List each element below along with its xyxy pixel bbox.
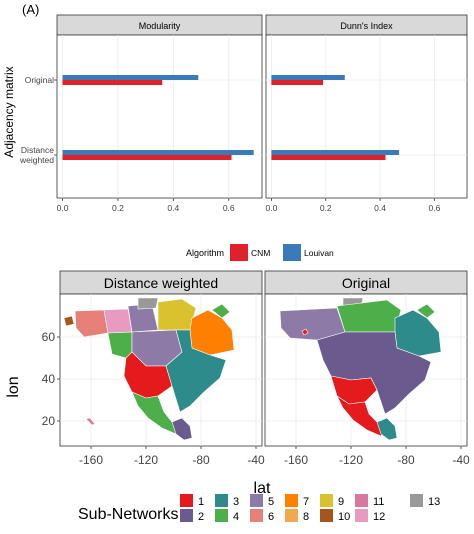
panel-label: (A)	[22, 2, 39, 17]
map-legend-swatch	[215, 509, 228, 522]
bar	[271, 75, 345, 80]
map-legend-swatch	[215, 494, 228, 507]
map-legend-label: 10	[338, 511, 350, 523]
x-tick-label: -120	[339, 453, 363, 467]
map-legend-label: 5	[268, 496, 274, 508]
x-tick-label: -160	[284, 453, 308, 467]
x-tick-label: 0.0	[266, 203, 278, 213]
x-tick-label: 0.6	[428, 203, 440, 213]
map-legend-label: 1	[198, 496, 204, 508]
region-6	[74, 309, 109, 338]
map-x-axis-label: lat	[254, 480, 271, 497]
map-legend-label: 4	[233, 511, 239, 523]
map-legend-swatch	[180, 494, 193, 507]
region-10	[63, 315, 75, 327]
bar	[62, 150, 254, 155]
bar-chart: Adjacency matrix Modularity 0.0 0.2 0.4 0.6 D…	[2, 14, 468, 261]
x-tick-label: 0.0	[57, 203, 69, 213]
facet-strip-label: Distance weighted	[104, 275, 218, 291]
legend-title: Sub-Networks	[78, 506, 178, 523]
map-legend-swatch	[285, 509, 298, 522]
region-4-island	[416, 303, 436, 319]
bar-legend-swatch	[283, 244, 301, 261]
y-tick-label: weighted	[19, 155, 54, 165]
map-legend-label: 6	[268, 511, 274, 523]
map-legend-swatch	[355, 509, 368, 522]
region-11	[85, 417, 96, 426]
region-1-islet	[301, 328, 309, 336]
facet-strip-label: Original	[342, 275, 390, 291]
map-legend-label: 13	[428, 496, 440, 508]
map-y-axis-label: lon	[5, 376, 22, 397]
map-legend-swatch	[320, 494, 333, 507]
map-chart: lon lat Distance weighted	[5, 270, 470, 523]
map-legend-label: 9	[338, 496, 344, 508]
bar-legend-title: Algorithm	[186, 248, 224, 258]
map-legend-swatch	[410, 494, 423, 507]
map-legend-label: 3	[233, 496, 239, 508]
map-panel-original: Original -160 -120 -80 -40	[264, 270, 470, 467]
region-13	[137, 297, 159, 310]
x-tick-label: 0.4	[167, 203, 179, 213]
map-legend-swatch	[250, 494, 263, 507]
region-4-island	[211, 303, 231, 319]
region-4	[336, 299, 402, 333]
facet-strip-label: Dunn's Index	[340, 21, 393, 31]
bar	[62, 80, 163, 85]
x-tick-label: -160	[79, 453, 103, 467]
region-2	[171, 417, 193, 441]
bar-plot-area	[56, 34, 263, 199]
bar	[271, 80, 324, 85]
map-legend-swatch	[355, 494, 368, 507]
x-tick-label: 0.6	[223, 203, 235, 213]
map-axis-ticks: -160 -120 -80 -40 20 40 60	[42, 330, 265, 467]
region-north-america	[279, 297, 442, 441]
bar-plot-area	[265, 34, 468, 199]
region-3	[165, 329, 227, 413]
x-tick-label: 0.4	[374, 203, 386, 213]
x-tick-label: -80	[397, 453, 415, 467]
bar-y-axis-label: Adjacency matrix	[2, 66, 16, 157]
region-north-america	[63, 297, 235, 441]
map-panel-distance-weighted: Distance weighted	[42, 270, 265, 467]
map-legend-label: 2	[198, 511, 204, 523]
y-tick-label: 60	[42, 330, 56, 344]
map-axis-ticks: -160 -120 -80 -40	[284, 446, 470, 467]
y-tick-label: 40	[42, 372, 56, 386]
bar	[271, 155, 386, 160]
map-legend-label: 8	[303, 511, 309, 523]
bar	[62, 75, 199, 80]
map-legend-swatch	[250, 509, 263, 522]
x-tick-label: -40	[247, 453, 265, 467]
region-12	[103, 308, 133, 334]
x-tick-label: -120	[134, 453, 158, 467]
bar-legend-label: Louivan	[304, 248, 334, 258]
map-legend-label: 11	[373, 496, 384, 508]
map-legend-swatch	[285, 494, 298, 507]
facet-strip-label: Modularity	[139, 21, 181, 31]
x-tick-label: 0.2	[112, 203, 124, 213]
region-1	[123, 351, 173, 399]
bar-legend-label: CNM	[251, 248, 270, 258]
bar	[62, 155, 232, 160]
bar	[271, 150, 400, 155]
bar-legend-swatch	[230, 244, 248, 261]
x-tick-label: 0.2	[320, 203, 332, 213]
map-legend-label: 7	[303, 496, 309, 508]
y-tick-label: Distance	[21, 145, 54, 155]
x-tick-label: -40	[452, 453, 470, 467]
map-legend-swatch	[180, 509, 193, 522]
region-3-south	[376, 417, 398, 441]
map-legend-label: 12	[373, 511, 385, 523]
y-tick-label: Original	[25, 75, 54, 85]
x-tick-label: -80	[192, 453, 210, 467]
y-tick-label: 20	[42, 414, 56, 428]
map-legend-swatch	[320, 509, 333, 522]
